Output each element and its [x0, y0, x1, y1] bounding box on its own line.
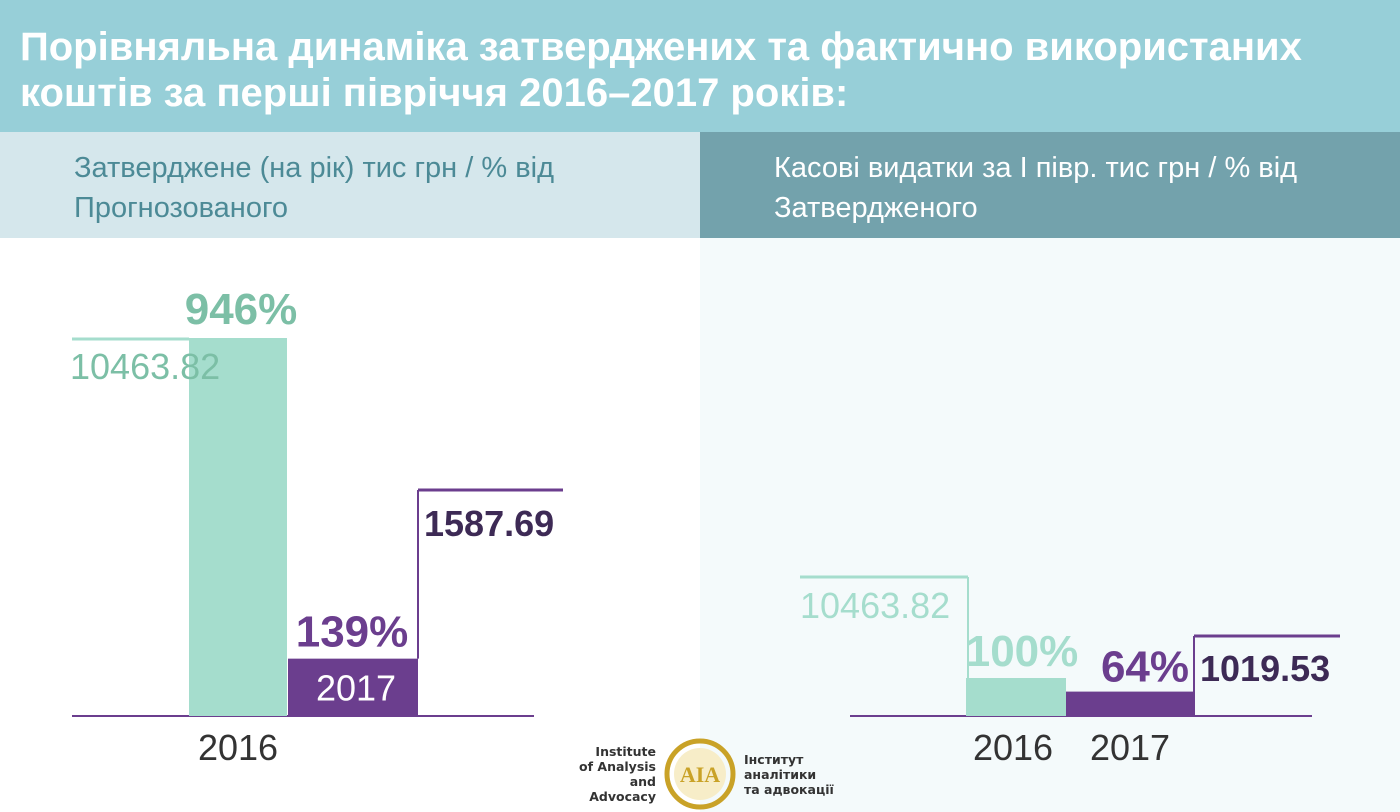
right-x-tick-2016: 2016 — [973, 727, 1053, 768]
bar-2017-spent-percent-label: 64% — [1101, 643, 1189, 692]
logo-ua-line-3: та адвокації — [744, 782, 834, 797]
right-x-tick-2017: 2017 — [1090, 727, 1170, 768]
bar-2017-approved-value-label: 1587.69 — [424, 503, 554, 544]
logo-text-english: Institute of Analysis and Advocacy — [568, 744, 656, 804]
bar-2017-spent-value-label: 1019.53 — [1200, 648, 1330, 689]
page-title: Порівняльна динаміка затверджених та фак… — [20, 25, 1302, 115]
left-x-tick-2016: 2016 — [198, 727, 278, 768]
logo-text-ukrainian: Інститут аналітики та адвокації — [744, 752, 844, 797]
bar-2017-approved-category-label: 2017 — [316, 668, 396, 709]
logo-emblem-icon: AIA — [664, 738, 736, 810]
bar-2017-spent — [1066, 691, 1194, 716]
header-banner: Порівняльна динаміка затверджених та фак… — [0, 0, 1400, 132]
logo-ua-line-2: аналітики — [744, 767, 817, 782]
left-panel-subtitle: Затверджене (на рік) тис грн / % від Про… — [74, 152, 554, 224]
bar-2017-approved — [288, 658, 418, 716]
right-panel-subtitle: Касові видатки за І півр. тис грн / % ві… — [774, 152, 1298, 224]
right-panel-header: Касові видатки за І півр. тис грн / % ві… — [700, 132, 1400, 238]
bar-2016-approved-percent-label: 946% — [185, 285, 298, 334]
logo-en-line-1: Institute — [595, 744, 656, 759]
logo-en-line-2: of Analysis — [579, 759, 656, 774]
logo-mark-text: AIA — [680, 762, 720, 787]
bar-2016-spent-value-label: 10463.82 — [800, 585, 950, 626]
bar-2016-approved — [189, 338, 287, 716]
left-panel-header: Затверджене (на рік) тис грн / % від Про… — [0, 132, 700, 238]
bar-2016-spent — [966, 678, 1066, 716]
logo-ua-line-1: Інститут — [744, 752, 804, 767]
bar-2016-approved-value-label: 10463.82 — [70, 346, 220, 387]
institute-logo: Institute of Analysis and Advocacy AIA І… — [568, 736, 838, 810]
bar-2017-approved-percent-label: 139% — [296, 608, 409, 657]
bar-2016-spent-percent-label: 100% — [966, 627, 1079, 676]
logo-en-line-3: and Advocacy — [589, 774, 656, 804]
